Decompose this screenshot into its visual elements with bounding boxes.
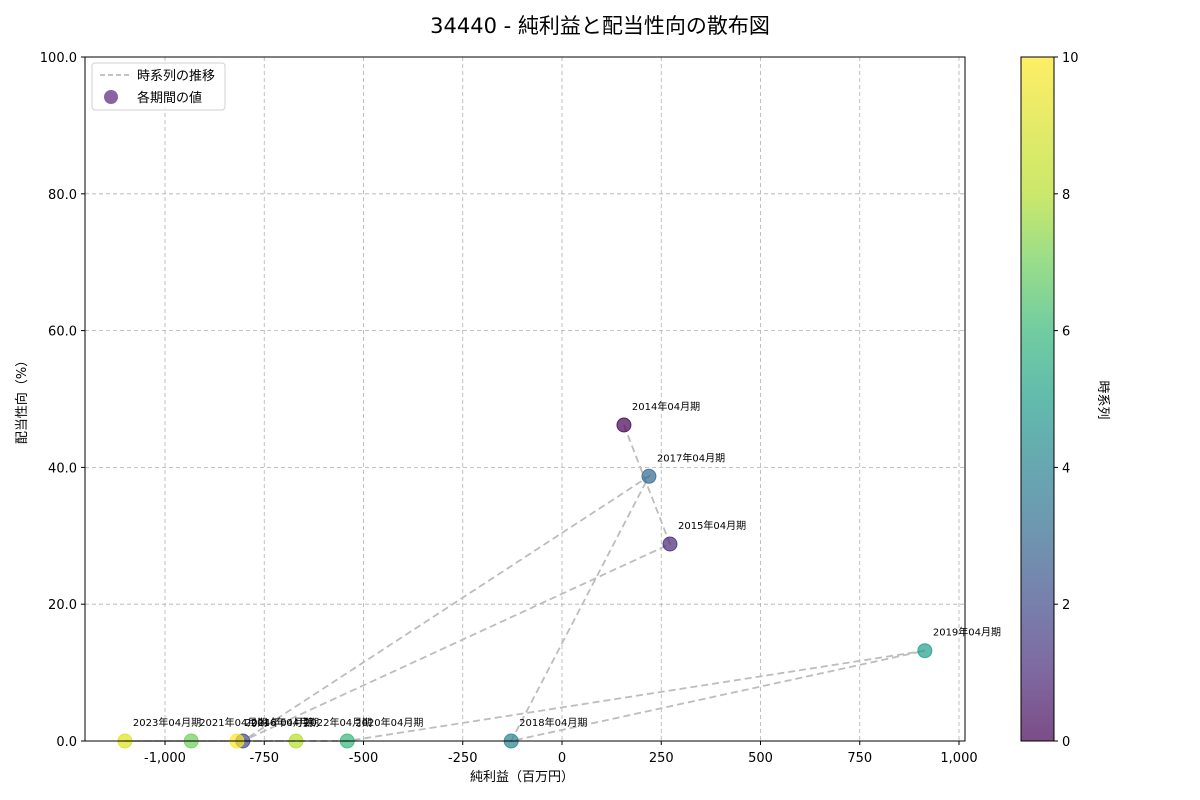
data-point-label: 2024年04月期 [245,716,313,729]
x-tick-label: 0 [558,751,566,766]
y-tick-label: 20.0 [48,598,77,613]
chart-title: 34440 - 純利益と配当性向の散布図 [430,14,770,38]
data-point-label: 2015年04月期 [678,519,746,532]
colorbar-tick-label: 0 [1062,735,1070,750]
data-points [117,417,933,749]
colorbar: 0 2 4 6 8 10 時系列 [1020,51,1110,750]
x-axis-label: 純利益（百万円） [470,770,574,785]
colorbar-ticks: 0 2 4 6 8 10 [1054,51,1079,750]
x-tick-label: 750 [847,751,872,766]
data-point-label: 2020年04月期 [355,716,423,729]
y-tick-label: 80.0 [48,188,77,203]
y-axis-label: 配当性向（%） [14,354,30,444]
x-tick-label: 500 [748,751,773,766]
colorbar-label: 時系列 [1095,380,1110,419]
data-point-label: 2023年04月期 [133,716,201,729]
x-tick-label: -250 [448,751,478,766]
legend-label-trend: 時系列の推移 [137,69,215,84]
colorbar-tick-label: 4 [1062,461,1070,476]
data-point-label: 2017年04月期 [657,451,725,464]
y-tick-label: 40.0 [48,461,77,476]
colorbar-gradient [1020,56,1055,742]
colorbar-tick-label: 2 [1062,598,1070,613]
legend-marker-icon [104,90,118,104]
y-tick-label: 100.0 [40,51,77,66]
data-point-label: 2019年04月期 [933,626,1001,639]
data-point-label: 2014年04月期 [632,400,700,413]
data-point [917,643,933,659]
data-point [641,468,657,484]
grid [85,56,965,742]
colorbar-tick-label: 10 [1062,51,1079,66]
x-tick-label: 250 [649,751,674,766]
y-tick-label: 60.0 [48,325,77,340]
data-point [662,536,678,552]
data-point-label: 2016年04月期 [251,716,319,729]
x-tick-label: -1,000 [144,751,186,766]
legend-label-values: 各期間の値 [137,90,202,106]
colorbar-tick-label: 8 [1062,188,1070,203]
x-tick-label: -750 [249,751,279,766]
trend-line [124,424,926,743]
y-tick-label: 0.0 [56,735,77,750]
x-tick-label: -500 [349,751,379,766]
data-point-label: 2022年04月期 [304,716,372,729]
point-labels: 2014年04月期 2015年04月期 2016年04月期 2017年04月期 2018… [133,400,1001,729]
x-tick-label: 1,000 [940,751,977,766]
plot-frame [84,56,966,742]
y-axis-ticks: 0.0 20.0 40.0 60.0 80.0 100.0 [40,51,85,750]
colorbar-tick-label: 6 [1062,325,1070,340]
data-point-label: 2021年04月期 [199,716,267,729]
x-axis-ticks: -1,000 -750 -500 -250 0 250 500 750 1,000 [144,741,978,766]
data-point-label: 2018年04月期 [519,716,587,729]
time-series-path [124,424,926,743]
data-point [616,417,632,433]
legend: 時系列の推移 各期間の値 [91,62,226,111]
